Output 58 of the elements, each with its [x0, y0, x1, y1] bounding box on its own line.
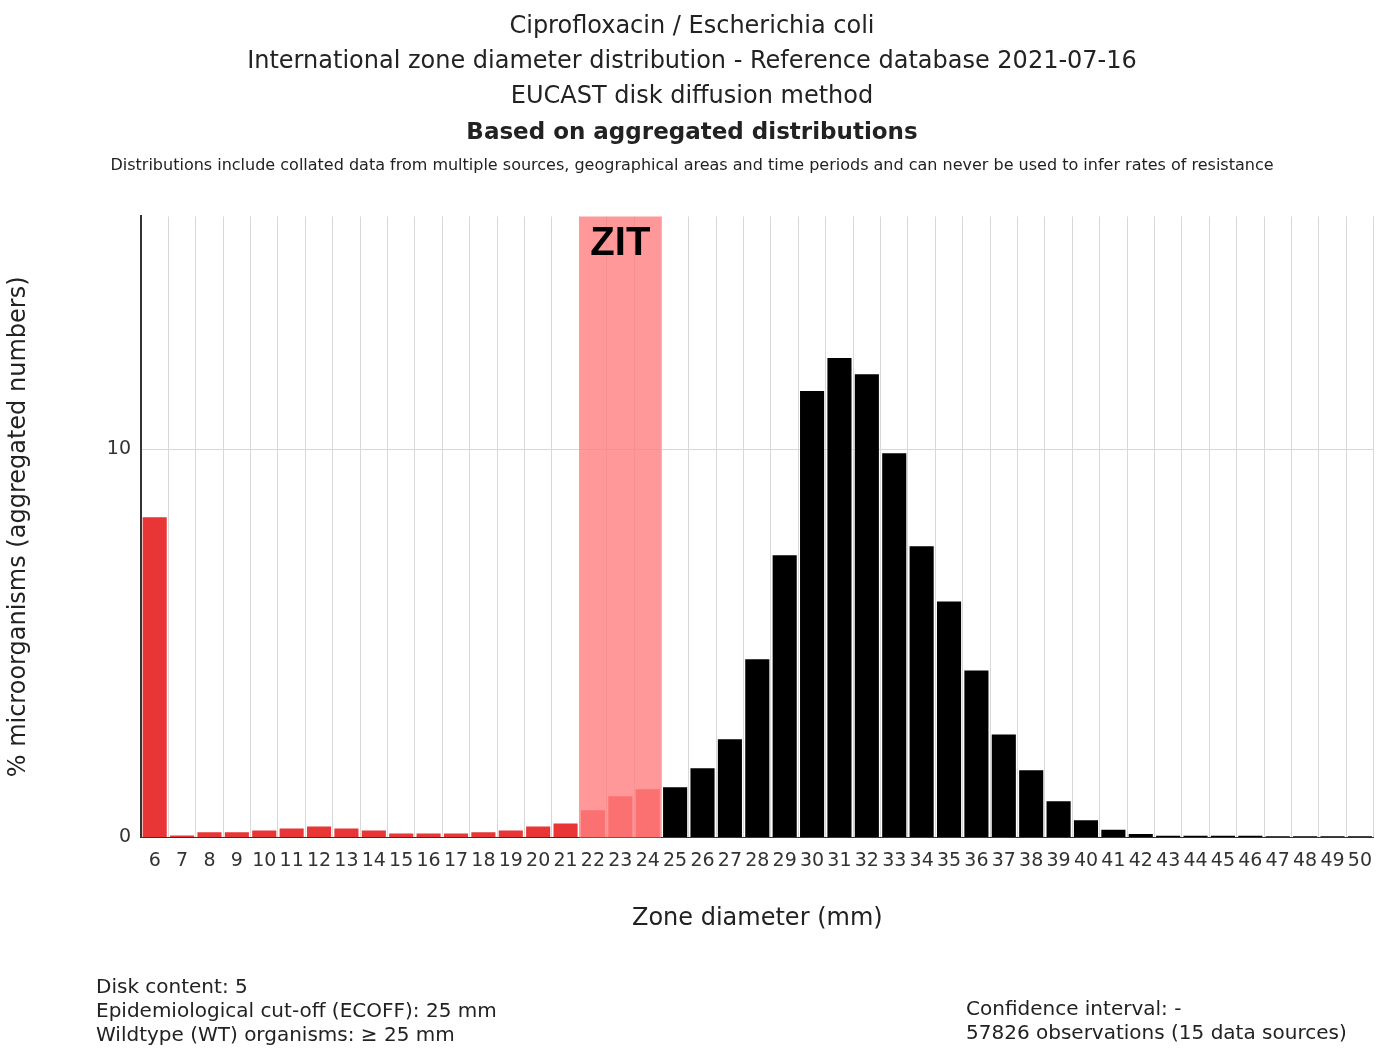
x-tick-label: 22 — [580, 847, 606, 870]
x-tick-label: 16 — [416, 847, 441, 870]
x-tick-label: 12 — [306, 847, 332, 870]
text: Disk content: 5 — [96, 974, 249, 998]
text: Epidemiological cut-off (ECOFF): 25 mm — [96, 998, 497, 1022]
x-tick-label: 44 — [1183, 847, 1208, 870]
x-tick-label: 7 — [176, 847, 189, 870]
x-tick-label: 13 — [334, 847, 359, 870]
x-tick-label: 40 — [1073, 847, 1099, 870]
y-axis-title: % microorganisms (aggregated numbers) — [2, 276, 31, 778]
chart-subtitle: International zone diameter distribution - Reference database 2021-07-16 EUCAST disk diffusion method — [246, 45, 1138, 111]
x-tick-label: 34 — [909, 847, 934, 870]
text: Based on aggregated distributions — [465, 117, 919, 146]
x-tick-label: 35 — [936, 847, 962, 870]
x-tick-label: 28 — [745, 847, 770, 870]
text: Distributions include collated data from multiple sources, geographical areas and time periods and can never be used to infer rates of resistance — [109, 154, 1275, 176]
text: Confidence interval: - — [966, 996, 1183, 1020]
x-tick-label: 26 — [690, 847, 715, 870]
x-tick-label: 45 — [1210, 847, 1236, 870]
x-tick-label: 24 — [635, 847, 660, 870]
band-label: ZIT — [590, 219, 651, 264]
x-tick-label: 23 — [608, 847, 633, 870]
x-tick-label: 31 — [827, 847, 852, 870]
chart-title: Ciprofloxacin / Escherichia coli — [508, 10, 876, 41]
y-tick-label: 0 — [118, 824, 131, 847]
x-tick-label: 32 — [854, 847, 879, 870]
x-axis-title: Zone diameter (mm) — [631, 902, 883, 931]
x-tick-label: 29 — [772, 847, 797, 870]
x-tick-label: 47 — [1265, 847, 1290, 870]
x-tick-label: 43 — [1156, 847, 1181, 870]
x-tick-label: 46 — [1238, 847, 1263, 870]
text: 57826 observations (15 data sources) — [966, 1020, 1347, 1044]
x-tick-label: 49 — [1320, 847, 1345, 870]
x-tick-label: 6 — [148, 847, 161, 870]
x-tick-label: 15 — [389, 847, 414, 870]
x-tick-label: 37 — [991, 847, 1016, 870]
x-tick-label: 42 — [1128, 847, 1153, 870]
x-tick-label: 25 — [663, 847, 688, 870]
x-tick-label: 20 — [526, 847, 551, 870]
x-tick-label: 18 — [471, 847, 496, 870]
x-tick-label: 30 — [799, 847, 825, 870]
x-tick-label: 48 — [1293, 847, 1318, 870]
x-tick-label: 27 — [717, 847, 742, 870]
x-tick-label: 50 — [1347, 847, 1372, 870]
x-tick-label: 11 — [279, 847, 304, 870]
x-tick-label: 14 — [361, 847, 386, 870]
x-tick-label: 38 — [1019, 847, 1044, 870]
x-tick-label: 21 — [553, 847, 578, 870]
x-tick-label: 33 — [882, 847, 907, 870]
x-tick-label: 9 — [230, 847, 243, 870]
x-tick-label: 19 — [498, 847, 523, 870]
x-tick-label: 36 — [964, 847, 989, 870]
x-tick-label: 17 — [443, 847, 469, 870]
x-tick-label: 41 — [1101, 847, 1126, 870]
x-tick-label: 39 — [1046, 847, 1071, 870]
text: Wildtype (WT) organisms: ≥ 25 mm — [96, 1022, 456, 1046]
x-tick-label: 10 — [252, 847, 277, 870]
x-tick-label: 8 — [203, 847, 216, 870]
